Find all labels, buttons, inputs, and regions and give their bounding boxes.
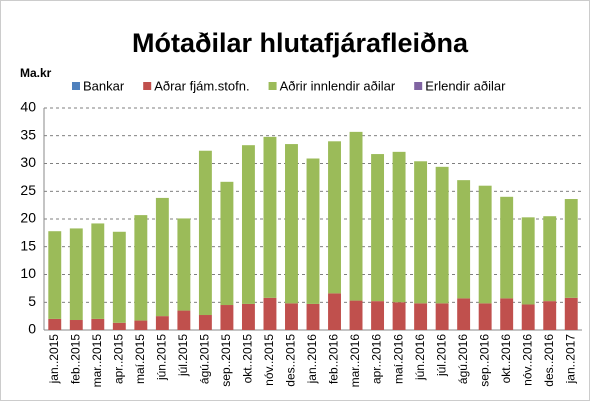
bar-segment [241,145,255,304]
bar-segment [414,161,428,304]
x-tick-label: mar..2016 [348,334,362,388]
x-tick-label: sep..2016 [477,334,491,387]
x-tick-label: maí.2015 [133,334,147,384]
bar-segment [241,303,255,330]
bar-segment [177,310,191,330]
bar-segment [112,231,126,323]
bar-segment [371,301,385,330]
legend-label: Erlendir aðilar [425,78,506,93]
bar-segment [521,304,535,330]
x-tick-label: jan..2015 [47,334,61,385]
y-tick-label: 25 [20,182,36,198]
x-tick-label: okt..2015 [241,334,255,384]
bar-segment [69,320,83,330]
bar-segment [155,316,169,330]
x-tick-label: ágú.2015 [198,334,212,384]
x-tick-label: sep..2015 [219,334,233,387]
x-tick-label: júl.2016 [434,334,448,377]
x-tick-label: jan..2017 [563,334,577,385]
bar-segment [478,185,492,304]
bar-segment [371,154,385,302]
x-tick-label: des..2015 [284,334,298,387]
x-tick-label: jún.2015 [155,334,169,381]
x-tick-label: des..2016 [542,334,556,387]
legend-label: Bankar [83,78,125,93]
legend-swatch [414,82,423,90]
bar-segment [263,297,277,330]
bar-segment [91,318,105,330]
bar-segment [392,151,406,303]
bar-segment [220,181,234,306]
x-tick-label: feb..2015 [68,334,82,384]
bar-segment [306,158,320,304]
bar-segment [349,131,363,301]
bar-segment [134,320,148,330]
bar-segment [112,322,126,330]
legend-label: Aðrar fjám.stofn. [154,78,249,93]
bar-segment [263,136,277,298]
bar-segment [435,303,449,330]
x-tick-label: mar..2015 [90,334,104,388]
bar-segment [349,300,363,330]
x-tick-label: jún.2016 [413,334,427,381]
y-axis-label: Ma.kr [20,66,52,80]
y-tick-label: 10 [20,265,36,281]
bar-segment [91,223,105,319]
bar-segment [134,215,148,321]
bar-segment [328,141,341,294]
bar-segment [198,315,212,330]
bar-segment [69,228,83,321]
y-tick-label: 40 [20,99,36,115]
legend-swatch [143,82,152,90]
x-tick-label: jan..2016 [305,334,319,385]
y-tick-label: 5 [28,293,36,309]
x-tick-label: nóv..2015 [262,334,276,386]
x-tick-label: apr..2016 [370,334,384,384]
y-tick-label: 20 [20,210,36,226]
bar-segment [543,301,557,330]
legend-swatch [72,82,80,90]
bar-segment [392,302,406,330]
bar-segment [435,166,449,304]
bar-segment [564,297,578,330]
y-tick-label: 15 [20,237,36,253]
bar-segment [478,303,492,330]
x-tick-label: nóv..2016 [520,334,534,386]
bar-segment [285,144,298,304]
bar-segment [457,180,471,299]
y-tick-label: 30 [20,154,36,170]
bar-segment [521,217,535,305]
legend-label: Aðrir innlendir aðilar [280,78,396,93]
y-tick-label: 0 [28,321,36,337]
x-tick-label: ágú.2016 [456,334,470,384]
bar-segment [543,216,557,302]
bar-segment [457,298,471,330]
bar-segment [306,303,320,330]
bar-segment [177,218,191,311]
bar-segment [328,293,341,330]
bar-segment [500,196,514,299]
legend-swatch [268,82,277,90]
bar-segment [564,199,578,298]
bar-segment [414,303,428,330]
y-tick-label: 35 [20,126,36,142]
x-tick-label: okt..2016 [499,334,513,384]
bar-segment [155,197,169,317]
x-tick-label: apr..2015 [111,334,125,384]
bar-segment [285,303,298,330]
bar-segment [48,231,62,319]
chart-title: Mótaðilar hlutafjárafleiðna [132,28,469,58]
bar-segment [220,305,234,330]
bar-segment [198,150,212,316]
x-tick-label: feb..2016 [327,334,341,384]
bar-segment [500,298,514,330]
bar-segment [48,318,62,330]
x-tick-label: júl.2015 [176,334,190,377]
x-tick-label: maí.2016 [391,334,405,384]
